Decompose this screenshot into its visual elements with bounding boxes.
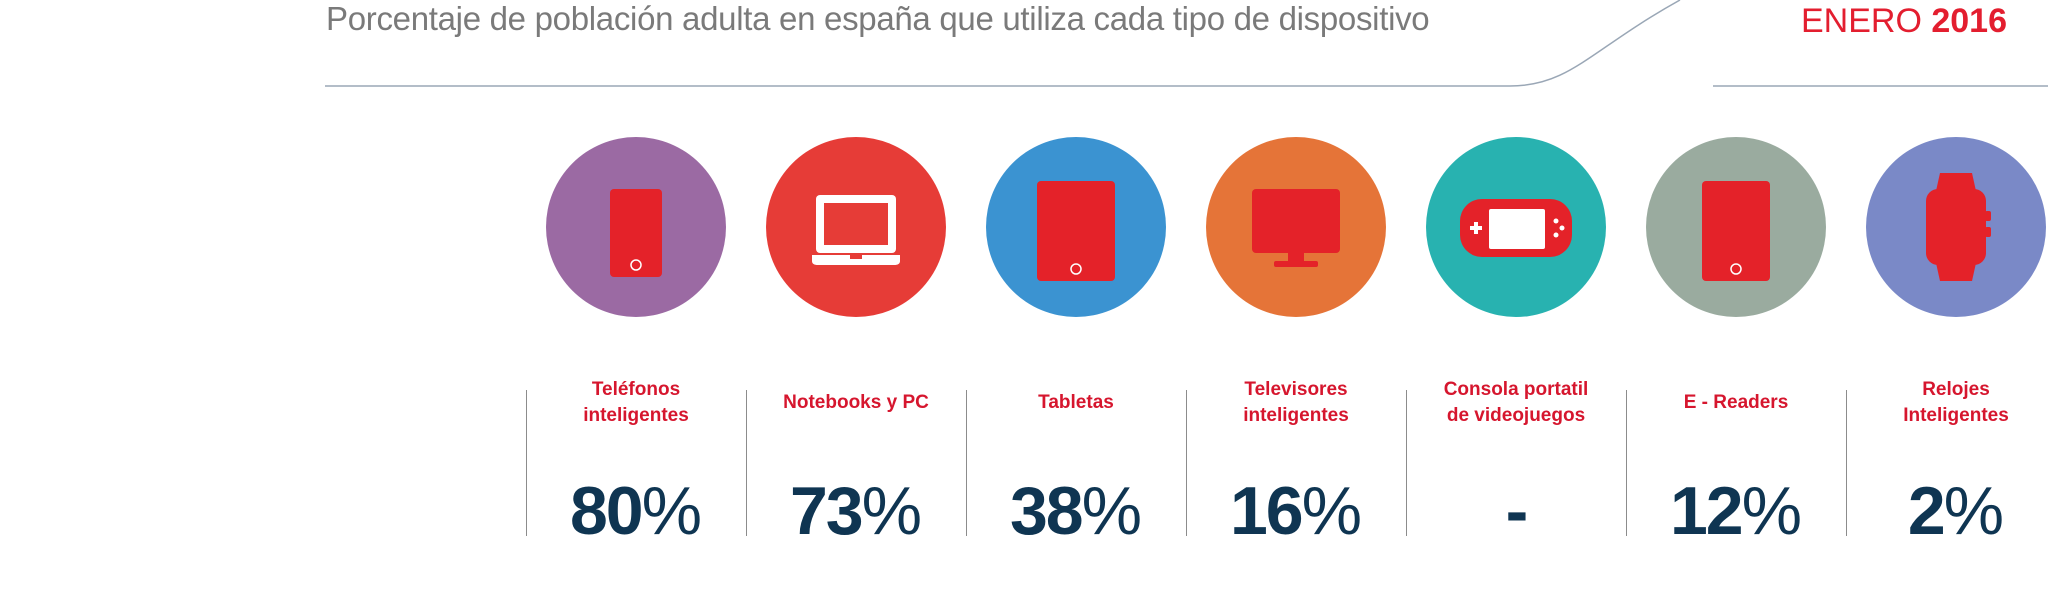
- device-circle: [1866, 137, 2046, 317]
- column-divider: [966, 390, 967, 536]
- device-circle: [546, 137, 726, 317]
- device-label: E - Readers: [1626, 390, 1846, 416]
- date-year: 2016: [1931, 2, 2007, 40]
- device-label-line: Notebooks y PC: [783, 392, 929, 413]
- column-divider: [1186, 390, 1187, 536]
- device-label-line: Relojes: [1922, 379, 1990, 400]
- smartwatch-icon: [1926, 173, 1991, 281]
- device-value: 38%: [966, 470, 1186, 552]
- smartphone-icon: [610, 189, 662, 277]
- device-column-televisions: Televisores inteligentes 16%: [1186, 0, 1406, 601]
- device-column-notebooks: Notebooks y PC 73%: [746, 0, 966, 601]
- value-number: 2: [1907, 473, 1946, 549]
- column-divider: [1846, 390, 1847, 536]
- device-label-line: Consola portatil: [1443, 379, 1589, 400]
- tablet-icon: [1037, 181, 1115, 281]
- chart-subtitle: Porcentaje de población adulta en españa…: [326, 0, 1430, 37]
- device-label-line: Televisores: [1244, 379, 1348, 400]
- device-label-line: inteligentes: [583, 405, 689, 426]
- value-number: 38: [1009, 473, 1084, 549]
- device-label: Tabletas: [966, 390, 1186, 416]
- device-label-line: de videojuegos: [1446, 405, 1586, 426]
- value-unit: %: [861, 473, 923, 549]
- value-unit: %: [641, 473, 703, 549]
- device-label: Televisores inteligentes: [1186, 377, 1406, 429]
- ereader-icon: [1702, 181, 1770, 281]
- value-unit: %: [1301, 473, 1363, 549]
- device-circle: [1206, 137, 1386, 317]
- device-label-line: Inteligentes: [1903, 405, 2009, 426]
- device-column-tablets: Tabletas 38%: [966, 0, 1186, 601]
- device-circle: [1646, 137, 1826, 317]
- value-number: 16: [1229, 473, 1304, 549]
- device-column-smartwatches: Relojes Inteligentes 2%: [1846, 0, 2048, 601]
- device-circle: [1426, 137, 1606, 317]
- value-unit: %: [1081, 473, 1143, 549]
- handheld-console-icon: [1460, 199, 1572, 257]
- device-label: Relojes Inteligentes: [1846, 377, 2048, 429]
- value-unit: %: [1943, 473, 2005, 549]
- device-circle: [986, 137, 1166, 317]
- value-number: -: [1505, 473, 1529, 549]
- device-label-line: Tabletas: [1038, 392, 1114, 413]
- column-divider: [526, 390, 527, 536]
- device-label-line: Teléfonos: [591, 379, 681, 400]
- device-value: 73%: [746, 470, 966, 552]
- device-value: 16%: [1186, 470, 1406, 552]
- device-value: -: [1406, 470, 1626, 552]
- device-value: 12%: [1626, 470, 1846, 552]
- device-label: Consola portatil de videojuegos: [1406, 377, 1626, 429]
- device-label-line: inteligentes: [1243, 405, 1349, 426]
- value-unit: %: [1741, 473, 1803, 549]
- column-divider: [1626, 390, 1627, 536]
- date-label: ENERO 2016: [1801, 2, 2007, 41]
- television-icon: [1252, 189, 1340, 267]
- device-column-smartphones: Teléfonos inteligentes 80%: [526, 0, 746, 601]
- column-divider: [1406, 390, 1407, 536]
- column-divider: [746, 390, 747, 536]
- value-number: 73: [789, 473, 864, 549]
- device-label-line: E - Readers: [1683, 392, 1789, 413]
- device-label: Notebooks y PC: [746, 390, 966, 416]
- header-rule-left: [325, 0, 1681, 87]
- value-number: 80: [569, 473, 644, 549]
- value-number: 12: [1669, 473, 1744, 549]
- device-value: 2%: [1846, 470, 2048, 552]
- date-month: ENERO: [1800, 2, 1922, 40]
- laptop-icon: [812, 195, 900, 265]
- device-label: Teléfonos inteligentes: [526, 377, 746, 429]
- device-column-ereaders: E - Readers 12%: [1626, 0, 1846, 601]
- device-column-handheld-consoles: Consola portatil de videojuegos -: [1406, 0, 1626, 601]
- device-value: 80%: [526, 470, 746, 552]
- device-circle: [766, 137, 946, 317]
